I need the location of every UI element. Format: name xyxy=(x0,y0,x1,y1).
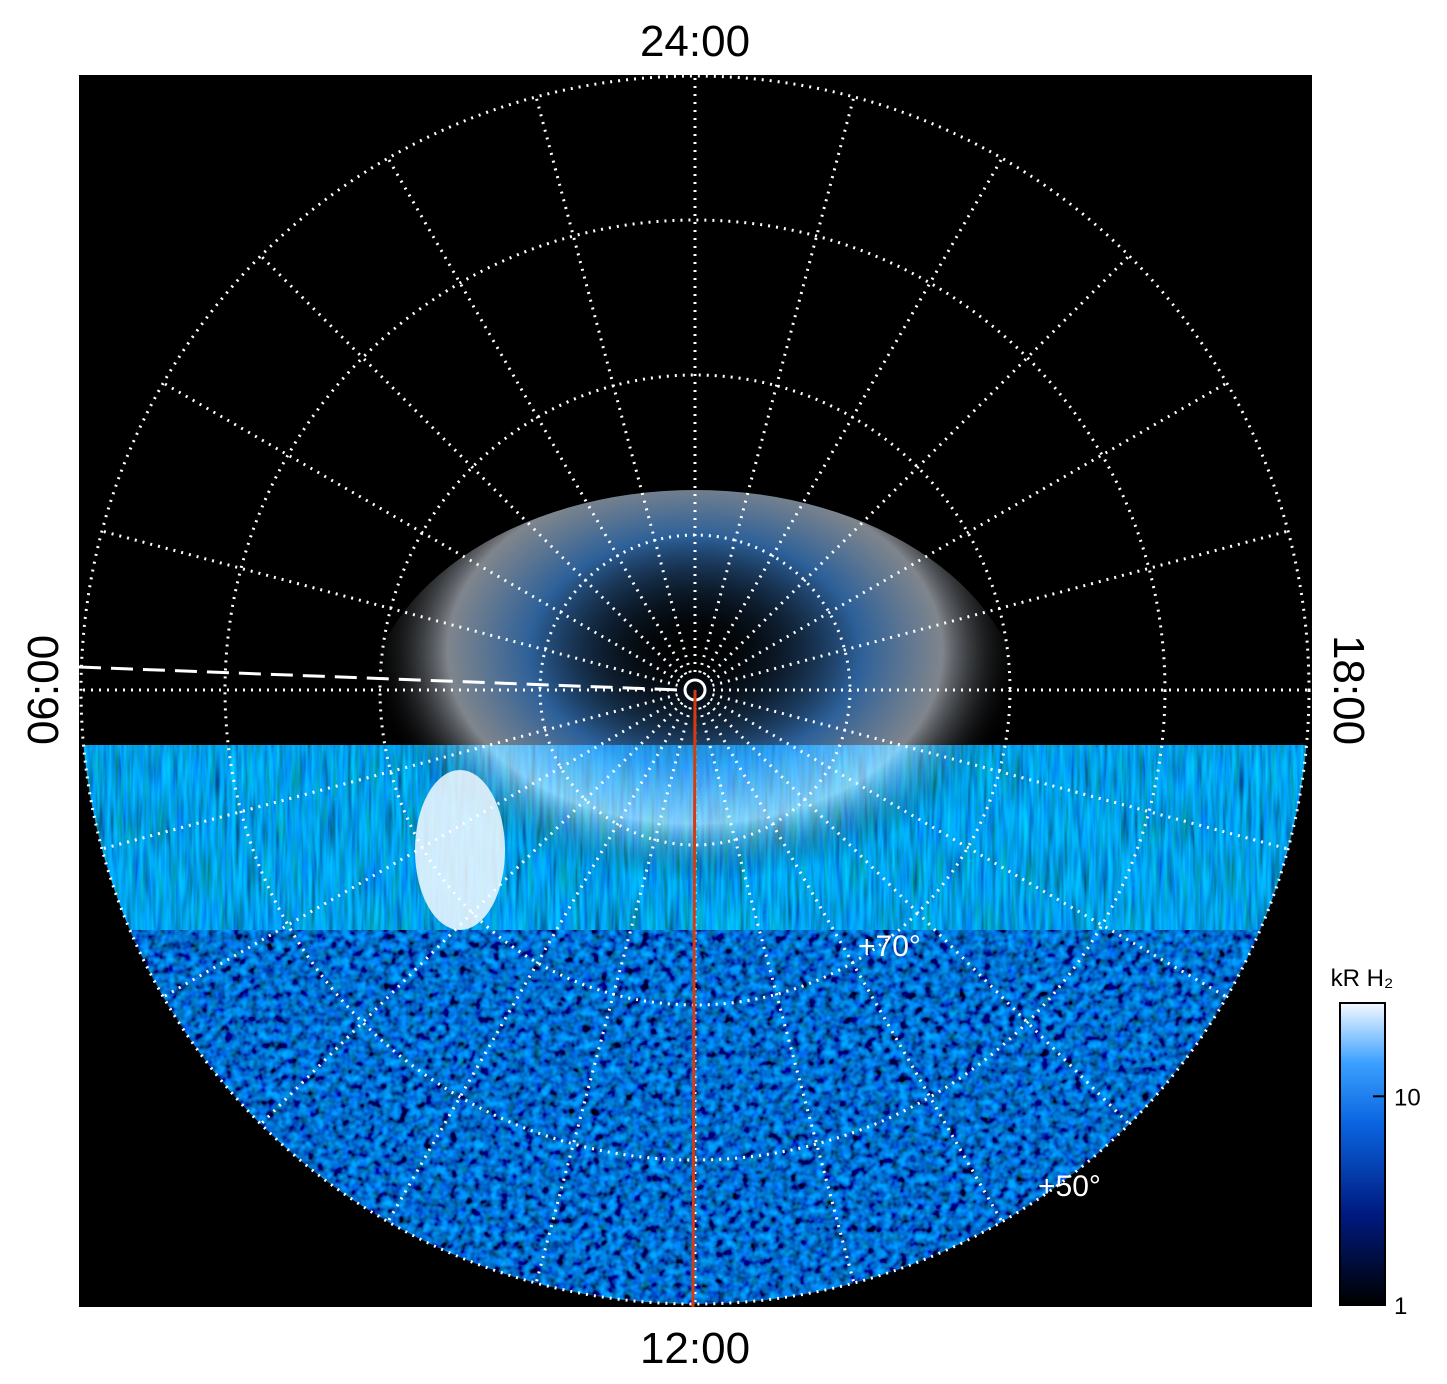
meridian xyxy=(534,96,692,674)
label-top: 24:00 xyxy=(640,17,750,66)
meridian xyxy=(534,706,692,1284)
label-left: 06:00 xyxy=(19,635,68,745)
meridian xyxy=(702,157,1004,676)
meridian xyxy=(162,697,681,999)
colorbar xyxy=(1339,1002,1386,1306)
label-right: 18:00 xyxy=(1324,635,1373,745)
meridian xyxy=(706,254,1131,679)
dashed-line xyxy=(78,665,681,692)
meridian xyxy=(709,697,1228,999)
latitude-label: +50° xyxy=(1038,1170,1101,1203)
meridian xyxy=(386,704,688,1223)
meridian xyxy=(709,381,1228,683)
meridian xyxy=(706,701,1131,1126)
noon-line xyxy=(691,689,697,1308)
meridian xyxy=(101,693,679,851)
meridian xyxy=(101,529,679,687)
meridian xyxy=(259,254,684,679)
meridian xyxy=(386,157,688,676)
latitude-ring xyxy=(223,218,1167,1162)
meridian xyxy=(711,693,1289,851)
colorbar-ticks: 10 1 xyxy=(1373,1084,1421,1320)
meridian xyxy=(162,381,681,683)
colorbar-tick-label: 10 xyxy=(1394,1084,1421,1111)
meridian xyxy=(698,706,856,1284)
colorbar-title: kR H₂ xyxy=(1331,965,1394,992)
latitude-label: +70° xyxy=(858,930,921,963)
latitude-ring xyxy=(79,74,1311,1306)
meridian xyxy=(259,701,684,1126)
label-bottom: 12:00 xyxy=(640,1324,750,1373)
meridian xyxy=(698,96,856,674)
meridian xyxy=(702,704,1004,1223)
colorbar-tick-label: 1 xyxy=(1394,1293,1407,1320)
meridian xyxy=(711,529,1289,687)
